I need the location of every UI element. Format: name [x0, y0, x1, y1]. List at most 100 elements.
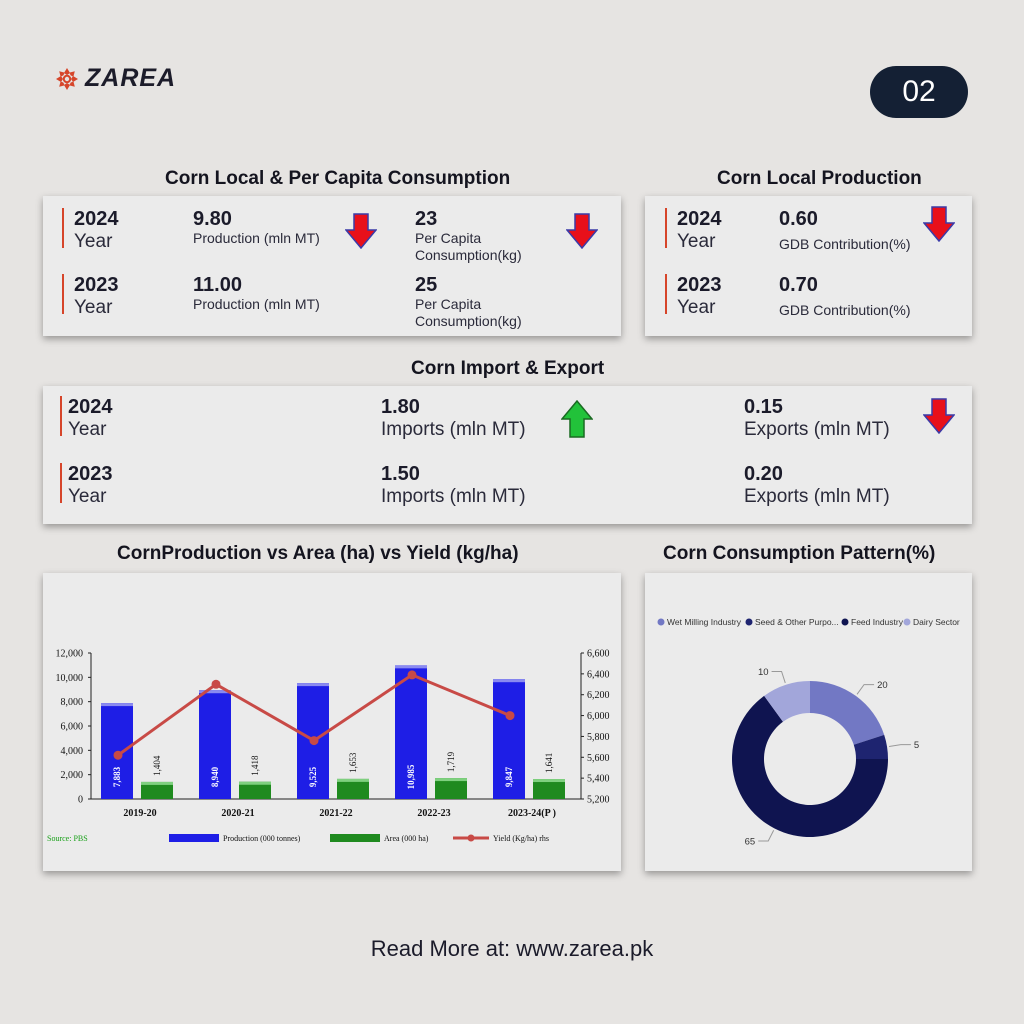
- slice-data-label: 65: [745, 836, 756, 847]
- y-tick-label: 2,000: [61, 770, 84, 781]
- yield-point: [113, 750, 123, 760]
- brand-name: ZAREA: [85, 64, 177, 92]
- import-export-title: Corn Import & Export: [411, 358, 605, 379]
- legend-label: Seed & Other Purpo...: [755, 617, 839, 627]
- production-bar-top: [199, 690, 231, 694]
- gdb-block: 0.60 GDB Contribution(%): [779, 208, 911, 253]
- year-label: Year: [68, 419, 107, 440]
- accent-bar: [60, 463, 62, 503]
- donut-chart-card: Wet Milling Industry Seed & Other Purpo..…: [645, 573, 972, 871]
- gdb-label: GDB Contribution(%): [779, 236, 911, 252]
- legend-swatch: [903, 618, 911, 626]
- production-block: 9.80 Production (mln MT): [193, 208, 320, 247]
- year-label: Year: [68, 486, 107, 507]
- production-bar-top: [493, 679, 525, 683]
- local-production-card: 2024 Year 0.60 GDB Contribution(%) 2023 …: [645, 196, 972, 336]
- x-tick-label: 2021-22: [319, 808, 352, 819]
- per-capita-label: Consumption(kg): [415, 247, 522, 263]
- yield-point: [211, 679, 221, 689]
- per-capita-block: 23 Per Capita Consumption(kg): [415, 208, 522, 264]
- area-bar-top: [239, 781, 271, 785]
- production-bar-top: [101, 703, 133, 707]
- y2-tick-label: 6,400: [587, 669, 610, 680]
- y2-tick-label: 6,600: [587, 649, 610, 660]
- gdb-value: 0.60: [779, 208, 818, 230]
- y-tick-label: 10,000: [56, 673, 84, 684]
- y-tick-label: 8,000: [61, 697, 84, 708]
- slice-data-label: 10: [758, 667, 769, 678]
- per-capita-block: 25 Per Capita Consumption(kg): [415, 274, 522, 330]
- gdb-block: 0.70 GDB Contribution(%): [779, 274, 911, 319]
- donut-slice: [810, 681, 885, 745]
- y2-tick-label: 6,200: [587, 690, 610, 701]
- per-capita-value: 25: [415, 274, 438, 296]
- gdb-value: 0.70: [779, 274, 818, 296]
- production-bar-top: [395, 665, 427, 669]
- down-arrow-icon: [923, 206, 955, 242]
- year-value: 2024: [74, 208, 119, 230]
- per-capita-value: 23: [415, 208, 438, 230]
- area-bar-top: [533, 779, 565, 783]
- year-value: 2023: [74, 274, 119, 296]
- area-bar: [435, 778, 467, 799]
- accent-bar: [665, 274, 667, 314]
- legend-label: Area (000 ha): [384, 834, 429, 843]
- x-tick-label: 2020-21: [221, 808, 254, 819]
- area-bar-top: [141, 781, 173, 785]
- production-label: Production (mln MT): [193, 296, 320, 312]
- y-tick-label: 0: [78, 795, 83, 806]
- production-data-label: 10,985: [406, 764, 416, 789]
- x-tick-label: 2022-23: [417, 808, 450, 819]
- donut-chart: Wet Milling Industry Seed & Other Purpo..…: [657, 617, 960, 847]
- down-arrow-icon: [345, 213, 377, 249]
- per-capita-label: Per Capita: [415, 230, 482, 246]
- area-bar-top: [337, 778, 369, 782]
- area-data-label: 1,404: [152, 755, 162, 776]
- legend-label: Wet Milling Industry: [667, 617, 742, 627]
- footer-link-text[interactable]: Read More at: www.zarea.pk: [370, 936, 654, 961]
- area-bar-top: [435, 778, 467, 782]
- year-label: Year: [677, 231, 716, 252]
- combo-chart-card: 0 2,000 4,000 6,000 8,000 10,000 12,000 5,200 5,…: [43, 573, 621, 871]
- per-capita-label: Consumption(kg): [415, 313, 522, 329]
- slice-data-label: 20: [877, 680, 888, 691]
- donut-slice: [853, 734, 888, 759]
- production-bar: [395, 665, 427, 799]
- accent-bar: [62, 274, 64, 314]
- x-tick-label: 2023-24(P ): [508, 808, 556, 819]
- imports-label: Imports (mln MT): [381, 419, 526, 440]
- y2-tick-label: 5,400: [587, 774, 610, 785]
- source-label: Source: PBS: [47, 834, 88, 843]
- area-data-label: 1,418: [250, 755, 260, 776]
- legend-label: Production (000 tonnes): [223, 834, 301, 843]
- production-data-label: 9,525: [308, 766, 318, 787]
- year-block: 2024 Year: [68, 396, 113, 442]
- year-block: 2023 Year: [677, 274, 722, 320]
- production-bar: [493, 679, 525, 799]
- accent-bar: [62, 208, 64, 248]
- imports-label: Imports (mln MT): [381, 486, 526, 507]
- production-bar: [199, 690, 231, 799]
- area-bar: [141, 781, 173, 799]
- exports-label: Exports (mln MT): [744, 486, 890, 507]
- area-bar: [337, 778, 369, 799]
- yield-point: [309, 736, 319, 746]
- exports-label: Exports (mln MT): [744, 419, 890, 440]
- imports-value: 1.80: [381, 396, 420, 418]
- exports-block: 0.20 Exports (mln MT): [744, 463, 890, 509]
- legend-swatch: [657, 618, 665, 626]
- y-tick-label: 4,000: [61, 746, 84, 757]
- donut-slice: [764, 681, 810, 722]
- exports-value: 0.15: [744, 396, 783, 418]
- import-export-card: 2024 Year 1.80 Imports (mln MT) 0.15 Exp…: [43, 386, 972, 524]
- yield-point: [505, 711, 515, 721]
- y2-tick-label: 5,800: [587, 732, 610, 743]
- accent-bar: [665, 208, 667, 248]
- area-bar: [239, 781, 271, 799]
- leader-line: [758, 830, 775, 842]
- page-number-badge: 02: [870, 66, 968, 118]
- legend-swatch: [330, 834, 380, 842]
- production-value: 11.00: [193, 274, 242, 296]
- production-bar-top: [297, 683, 329, 687]
- year-block: 2023 Year: [74, 274, 119, 320]
